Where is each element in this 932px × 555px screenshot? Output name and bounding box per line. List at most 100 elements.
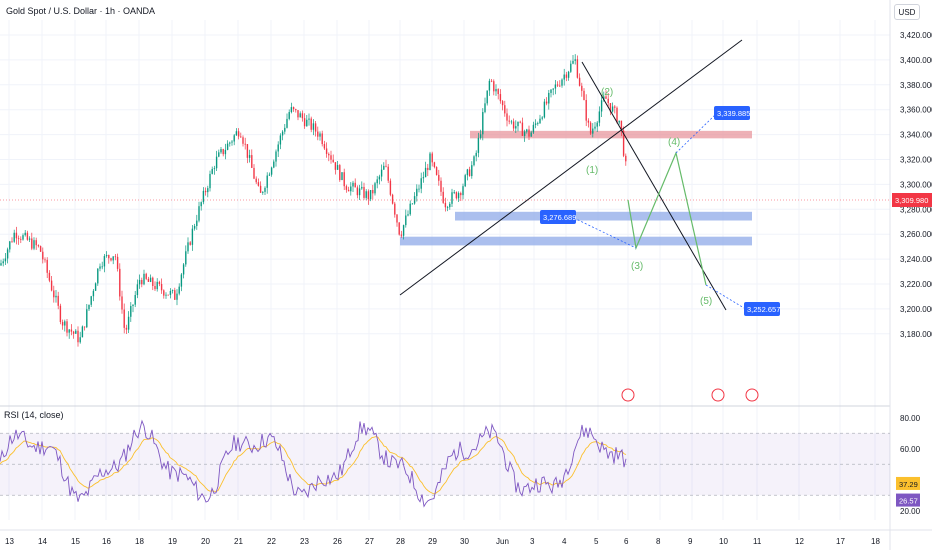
candle-body [521,122,524,136]
candle-body [332,159,334,163]
candle-body [136,284,139,296]
candle-body [295,109,297,111]
candle-body [596,122,598,127]
candle-body [330,155,332,160]
candle-body [515,126,517,129]
candle-body [466,169,469,176]
candle-body [398,222,400,235]
time-tick-label: 8 [656,537,661,546]
candle-body [215,156,218,169]
candle-body [407,214,409,216]
candle-body [204,190,207,193]
target-price-badge [714,106,750,120]
candle-body [592,128,594,134]
candle-body [301,113,304,119]
candle-body [286,118,288,128]
price-tick-label: 3,420.000 [900,31,932,40]
candle-body [486,90,488,104]
time-tick-label: 12 [795,537,804,546]
rsi-tick-label: 80.00 [900,414,921,423]
time-tick-label: 3 [530,537,535,546]
candle-body [506,113,508,121]
candle-body [174,290,176,300]
candle-body [625,155,627,162]
candle-body [22,235,24,240]
candle-body [169,290,172,295]
time-tick-label: 21 [234,537,243,546]
candle-body [598,111,601,123]
candle-body [552,88,554,90]
candle-body [26,232,29,240]
candle-body [156,281,158,290]
candle-body [165,294,167,296]
candle-body [158,281,161,285]
candle-body [83,326,86,328]
candle-body [354,182,356,188]
candle-body [264,187,266,192]
candle-body [185,251,187,265]
candle-body [94,283,97,291]
candle-body [449,203,451,208]
wave-label: (2) [601,87,613,98]
candle-body [198,206,200,221]
candle-body [187,242,189,252]
candle-body [262,191,264,193]
candle-body [224,149,227,155]
candle-body [418,188,420,190]
candle-body [376,179,378,184]
candle-body [114,256,117,258]
candle-body [556,84,559,86]
candle-body [244,143,246,145]
candle-body [405,215,407,226]
candle-body [288,112,290,119]
candle-body [341,172,343,181]
current-price-badge [892,193,932,207]
candle-body [79,337,81,343]
price-tick-label: 3,380.000 [900,81,932,90]
candle-body [464,175,466,187]
currency-button[interactable]: USD [894,4,920,20]
candle-body [567,71,570,78]
time-tick-label: 20 [201,537,210,546]
candle-body [20,238,22,240]
time-tick-label: 9 [688,537,693,546]
time-tick-label: 28 [396,537,405,546]
time-tick-label: 18 [135,537,144,546]
rsi-title: RSI (14, close) [4,410,64,420]
candle-body [42,251,44,260]
candle-body [387,166,389,181]
candle-body [77,330,79,343]
candle-body [440,180,442,192]
candle-body [99,266,101,269]
lightning-icon [621,388,635,402]
candle-body [132,304,134,307]
candle-body [345,186,348,190]
candle-body [446,207,449,208]
candle-body [468,169,471,177]
us-flag-icon [711,388,725,402]
candle-body [11,241,13,243]
wave-label: (1) [586,165,598,176]
candle-body [57,295,59,306]
candle-body [147,278,150,282]
candle-body [33,240,35,249]
candle-body [211,168,213,174]
candle-body [389,180,392,195]
candle-body [48,272,51,281]
price-tick-label: 3,320.000 [900,156,932,165]
candle-body [178,286,180,294]
candle-body [90,296,92,305]
candle-body [618,120,620,123]
candle-body [424,167,427,178]
candle-body [209,173,211,189]
candle-body [231,141,233,143]
candle-body [196,220,198,227]
candle-body [438,174,440,181]
candle-body [462,186,464,196]
candle-body [400,234,403,236]
candle-body [55,295,57,298]
candle-body [105,255,108,257]
candle-body [182,264,185,275]
